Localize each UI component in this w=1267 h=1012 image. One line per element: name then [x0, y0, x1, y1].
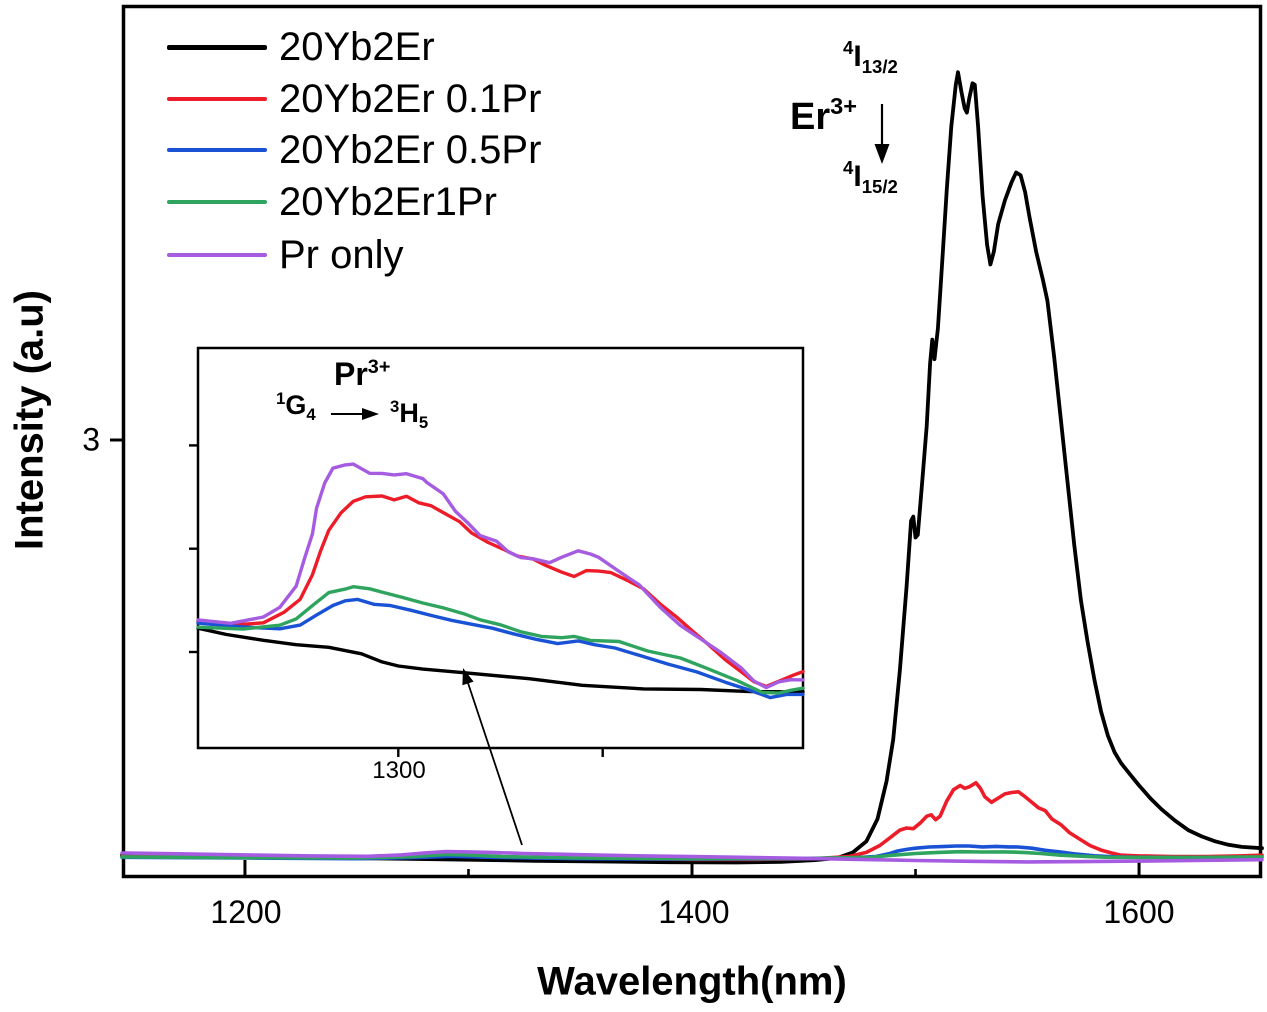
pr-ion-label: Pr3+	[334, 356, 390, 393]
legend-item: 20Yb2Er	[167, 27, 435, 67]
pr-transition-arrow	[331, 408, 379, 420]
er-lower-level: 4I15/2	[843, 157, 898, 197]
inset-x-tick-label-1300: 1300	[372, 757, 426, 784]
er-lower-sub: 15/2	[861, 175, 898, 197]
legend-item: 20Yb2Er 0.1Pr	[167, 79, 541, 119]
series-20Yb2Er	[120, 70, 1264, 865]
x-tick-label-1200: 1200	[210, 894, 282, 930]
pr-to-letter: H	[399, 398, 419, 428]
er-element: Er	[790, 96, 831, 138]
legend-label: 20Yb2Er 0.5Pr	[279, 128, 542, 172]
inset-series-Pr only	[196, 462, 805, 690]
er-lower-letter: I	[853, 160, 862, 193]
er-upper-letter: I	[853, 40, 862, 73]
er-ion-label: Er3+	[790, 93, 857, 139]
pr-to-sup: 3	[390, 396, 400, 416]
inset-connector-arrow	[462, 668, 523, 846]
main-series-layer	[120, 70, 1264, 865]
series-20Yb2Er 0.1Pr	[120, 780, 1264, 862]
legend-line-swatch	[167, 200, 267, 204]
legend-label: Pr only	[279, 233, 404, 277]
x-tick-label-1400: 1400	[658, 894, 730, 930]
y-axis-title: Intensity (a.u)	[7, 289, 52, 551]
pr-element: Pr	[334, 356, 368, 392]
inset-series-20Yb2Er1Pr	[196, 585, 805, 695]
legend-line-swatch	[167, 44, 267, 50]
legend-item: 20Yb2Er1Pr	[167, 182, 497, 222]
pr-to-sub: 5	[418, 412, 429, 432]
pr-from-sup: 1	[276, 388, 286, 408]
er-charge: 3+	[830, 93, 857, 120]
legend-line-swatch	[167, 148, 267, 152]
er-upper-level: 4I13/2	[843, 37, 898, 77]
legend-label: 20Yb2Er 0.1Pr	[279, 77, 542, 121]
legend-item: Pr only	[167, 235, 404, 275]
pr-from-level: 1G4	[276, 388, 316, 424]
pr-from-letter: G	[285, 390, 307, 420]
legend-line-swatch	[167, 253, 267, 257]
legend-line-swatch	[167, 97, 267, 101]
legend-item: 20Yb2Er 0.5Pr	[167, 130, 541, 170]
legend-label: 20Yb2Er1Pr	[279, 180, 497, 224]
series-20Yb2Er1Pr	[120, 849, 1264, 861]
inset-ticks	[189, 444, 604, 757]
pr-from-sub: 4	[306, 404, 316, 424]
inset-series-20Yb2Er	[196, 626, 805, 694]
y-tick-label-3: 3	[82, 421, 100, 458]
er-upper-sup: 4	[843, 37, 854, 59]
er-upper-sub: 13/2	[861, 55, 898, 77]
inset-series-layer	[196, 462, 805, 700]
x-axis-title: Wavelength(nm)	[537, 959, 847, 1004]
x-tick-label-1600: 1600	[1103, 894, 1175, 930]
er-lower-sup: 4	[843, 157, 854, 179]
pr-charge: 3+	[367, 355, 391, 378]
inset-series-20Yb2Er 0.5Pr	[196, 597, 805, 700]
pr-to-level: 3H5	[390, 396, 429, 432]
legend-label: 20Yb2Er	[279, 25, 435, 69]
series-Pr only	[120, 849, 1264, 864]
er-transition-arrow	[874, 104, 890, 164]
